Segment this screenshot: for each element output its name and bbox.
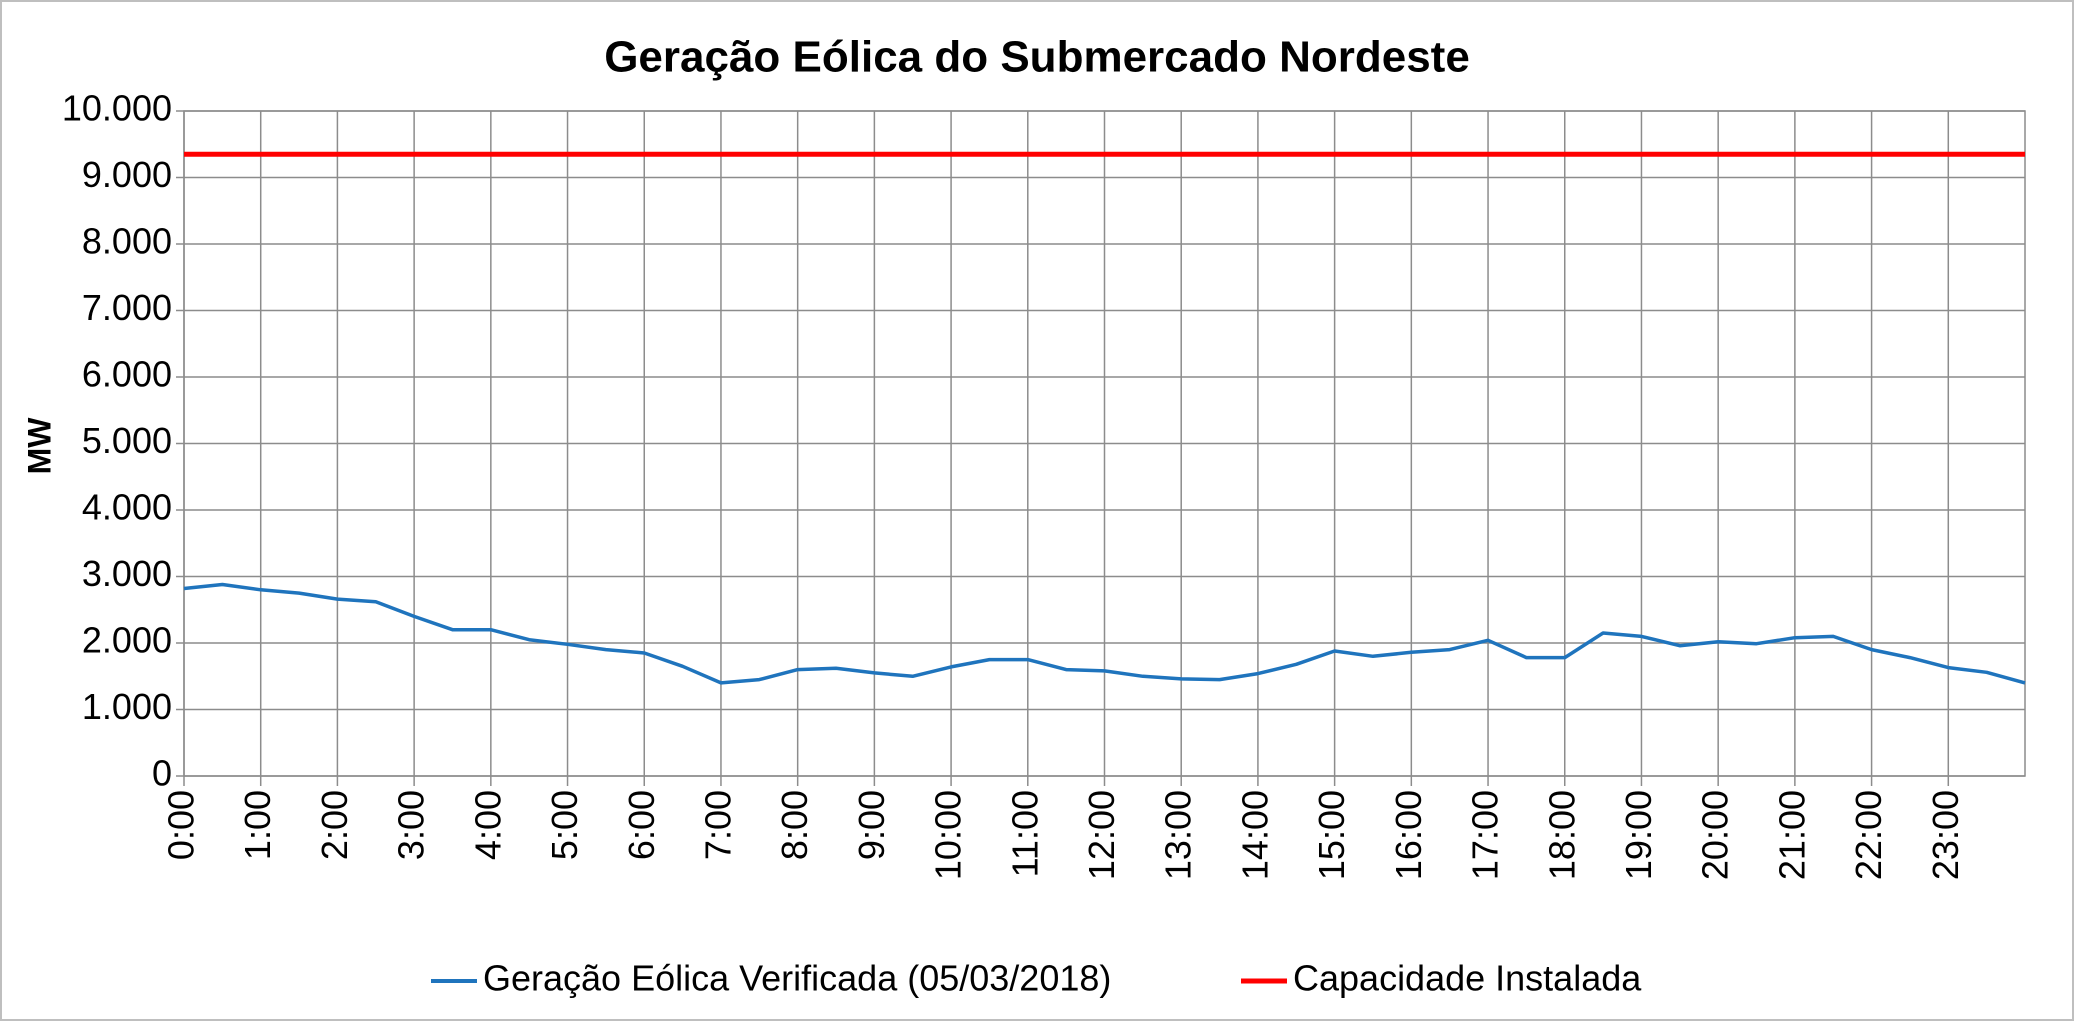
x-tick-label: 3:00 (391, 790, 432, 860)
y-tick-label: 9.000 (82, 154, 172, 195)
x-tick-label: 7:00 (697, 790, 738, 860)
x-tick-label: 8:00 (774, 790, 815, 860)
x-tick-label: 13:00 (1158, 790, 1199, 880)
series-line (183, 582, 2026, 685)
chart-title: Geração Eólica do Submercado Nordeste (604, 33, 1470, 82)
y-tick-label: 10.000 (62, 88, 172, 129)
x-tick-label: 10:00 (928, 790, 969, 880)
y-tick-label: 1.000 (82, 686, 172, 727)
x-tick-label: 23:00 (1925, 790, 1966, 880)
x-tick-label: 15:00 (1311, 790, 1352, 880)
y-tick-label: 4.000 (82, 487, 172, 528)
x-tick-label: 1:00 (237, 790, 278, 860)
x-tick-label: 11:00 (1004, 790, 1045, 877)
y-tick-label: 2.000 (82, 620, 172, 661)
x-tick-label: 6:00 (621, 790, 662, 860)
y-axis-label: MW (21, 417, 57, 475)
x-tick-label: 12:00 (1081, 790, 1122, 880)
x-tick-label: 18:00 (1541, 790, 1582, 880)
x-tick-label: 22:00 (1848, 790, 1889, 880)
x-tick-label: 0:00 (161, 790, 202, 860)
x-tick-label: 19:00 (1618, 790, 1659, 880)
x-tick-label: 9:00 (851, 790, 892, 860)
y-tick-label: 0 (152, 753, 172, 794)
x-tick-label: 2:00 (314, 790, 355, 860)
y-tick-label: 7.000 (82, 287, 172, 328)
x-tick-label: 16:00 (1388, 790, 1429, 880)
legend-label: Geração Eólica Verificada (05/03/2018) (483, 958, 1111, 999)
x-tick-label: 14:00 (1234, 790, 1275, 880)
y-tick-label: 5.000 (82, 420, 172, 461)
y-tick-label: 8.000 (82, 221, 172, 262)
x-tick-label: 21:00 (1771, 790, 1812, 880)
x-tick-label: 4:00 (467, 790, 508, 860)
x-tick-label: 5:00 (544, 790, 585, 860)
x-tick-label: 17:00 (1465, 790, 1506, 880)
y-tick-label: 6.000 (82, 354, 172, 395)
y-tick-label: 3.000 (82, 553, 172, 594)
legend-label: Capacidade Instalada (1293, 958, 1642, 999)
x-tick-label: 20:00 (1695, 790, 1736, 880)
